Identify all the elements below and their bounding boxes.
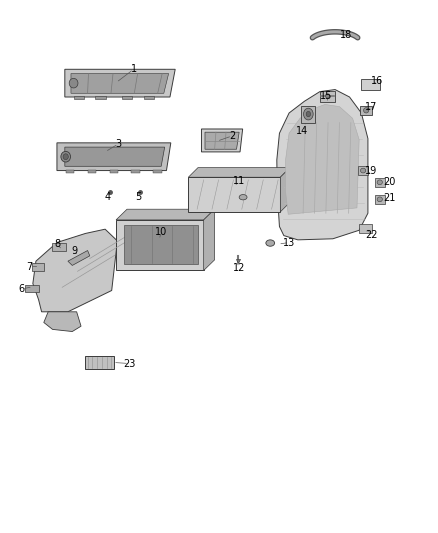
Text: 7: 7	[27, 262, 33, 271]
Ellipse shape	[69, 78, 78, 88]
Bar	[144, 96, 154, 99]
Polygon shape	[65, 69, 175, 97]
Polygon shape	[188, 167, 290, 177]
Text: 6: 6	[19, 284, 25, 294]
Ellipse shape	[239, 195, 247, 200]
Bar	[153, 170, 162, 173]
Ellipse shape	[266, 240, 275, 246]
Polygon shape	[280, 167, 290, 212]
Text: 11: 11	[233, 176, 245, 186]
Ellipse shape	[304, 108, 313, 120]
Bar	[360, 106, 372, 115]
Polygon shape	[65, 147, 165, 166]
Bar	[110, 170, 118, 173]
Bar	[32, 263, 44, 271]
Bar	[95, 96, 106, 99]
Text: 15: 15	[320, 91, 332, 101]
Text: 2: 2	[229, 131, 235, 141]
Polygon shape	[71, 74, 169, 93]
Polygon shape	[188, 177, 280, 212]
Bar	[52, 243, 66, 251]
Bar	[131, 170, 140, 173]
Bar	[66, 170, 74, 173]
Text: 21: 21	[383, 193, 395, 203]
Polygon shape	[201, 129, 243, 152]
Text: 9: 9	[71, 246, 78, 255]
Bar	[85, 356, 114, 369]
Bar	[74, 96, 84, 99]
Ellipse shape	[63, 154, 68, 160]
Text: 8: 8	[54, 239, 60, 249]
Text: 23: 23	[123, 359, 135, 368]
Text: 12: 12	[233, 263, 245, 272]
Polygon shape	[205, 132, 239, 149]
Text: 18: 18	[340, 30, 352, 39]
Ellipse shape	[377, 197, 382, 201]
Polygon shape	[277, 90, 368, 240]
Text: 19: 19	[365, 166, 378, 175]
Polygon shape	[68, 251, 90, 265]
Ellipse shape	[364, 108, 369, 113]
Polygon shape	[204, 209, 215, 271]
Bar	[375, 178, 385, 187]
Polygon shape	[124, 225, 198, 264]
Polygon shape	[116, 209, 215, 220]
Bar	[25, 285, 39, 292]
Polygon shape	[44, 312, 81, 332]
Polygon shape	[33, 229, 117, 312]
Bar	[88, 170, 96, 173]
Ellipse shape	[306, 111, 311, 117]
Text: 13: 13	[283, 238, 295, 247]
Text: 22: 22	[365, 230, 378, 239]
Polygon shape	[57, 143, 171, 171]
Text: 1: 1	[131, 64, 137, 74]
Ellipse shape	[377, 180, 382, 185]
Text: 4: 4	[104, 192, 110, 202]
Text: 16: 16	[371, 76, 384, 86]
Bar	[359, 224, 372, 233]
Ellipse shape	[325, 94, 330, 98]
Ellipse shape	[61, 151, 71, 162]
Bar	[361, 79, 380, 90]
Text: 3: 3	[115, 139, 121, 149]
Ellipse shape	[360, 168, 366, 173]
Text: 17: 17	[365, 102, 378, 111]
Text: 20: 20	[383, 177, 395, 187]
Bar	[122, 96, 132, 99]
Text: 14: 14	[296, 126, 308, 135]
Text: 10: 10	[155, 227, 167, 237]
Text: 5: 5	[135, 192, 141, 202]
Polygon shape	[286, 104, 359, 214]
Polygon shape	[116, 220, 204, 271]
Bar	[375, 195, 385, 204]
Bar	[358, 166, 368, 175]
Bar	[320, 91, 335, 102]
Bar	[301, 106, 315, 123]
